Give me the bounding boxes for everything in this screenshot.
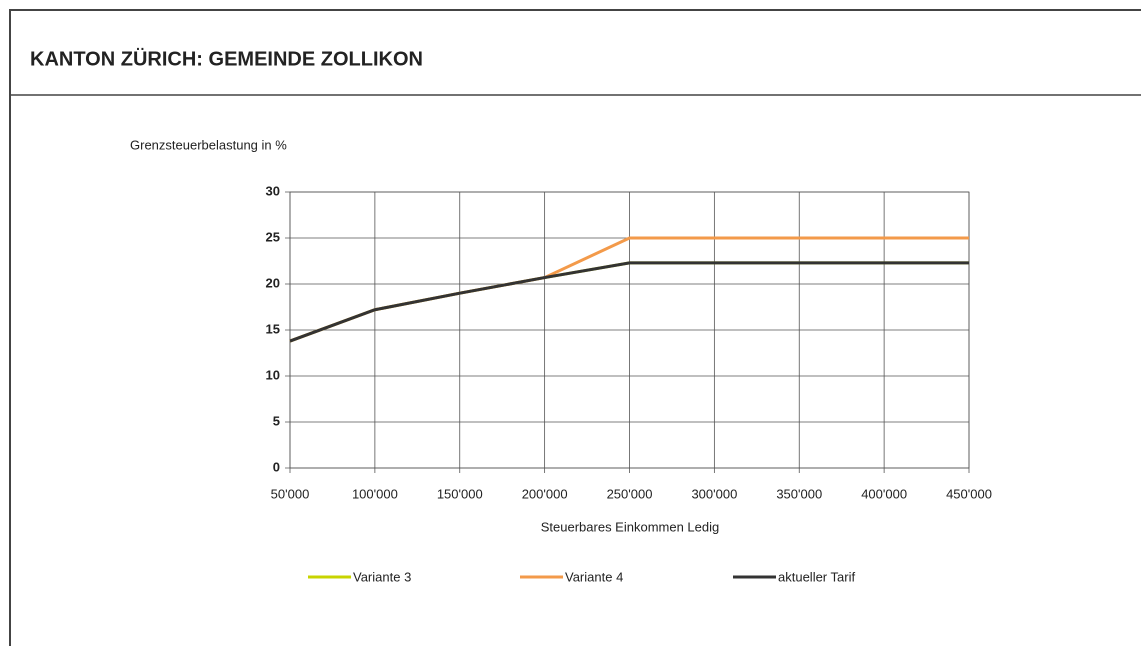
y-axis-label: Grenzsteuerbelastung in % xyxy=(130,137,287,152)
y-tick-label: 5 xyxy=(273,413,280,428)
x-tick-label: 50'000 xyxy=(271,486,310,501)
y-tick-label: 15 xyxy=(266,321,280,336)
x-tick-label: 400'000 xyxy=(861,486,907,501)
y-tick-label: 20 xyxy=(266,275,280,290)
page-title: KANTON ZÜRICH: GEMEINDE ZOLLIKON xyxy=(30,47,423,70)
plot-border xyxy=(289,191,970,469)
legend-label: aktueller Tarif xyxy=(778,569,855,584)
x-tick-label: 350'000 xyxy=(776,486,822,501)
x-tick-label: 250'000 xyxy=(607,486,653,501)
frame xyxy=(9,9,1141,646)
x-tick-label: 100'000 xyxy=(352,486,398,501)
y-tick-label: 10 xyxy=(266,367,280,382)
y-tick-label: 30 xyxy=(266,183,280,198)
x-axis-label: Steuerbares Einkommen Ledig xyxy=(541,519,720,534)
series-line xyxy=(289,261,969,343)
x-tick-label: 200'000 xyxy=(522,486,568,501)
y-tick-label: 0 xyxy=(273,459,280,474)
legend-label: Variante 4 xyxy=(565,569,623,584)
x-tick-label: 300'000 xyxy=(691,486,737,501)
legend-label: Variante 3 xyxy=(353,569,411,584)
y-tick-label: 25 xyxy=(266,229,280,244)
x-tick-label: 150'000 xyxy=(437,486,483,501)
x-tick-label: 450'000 xyxy=(946,486,992,501)
